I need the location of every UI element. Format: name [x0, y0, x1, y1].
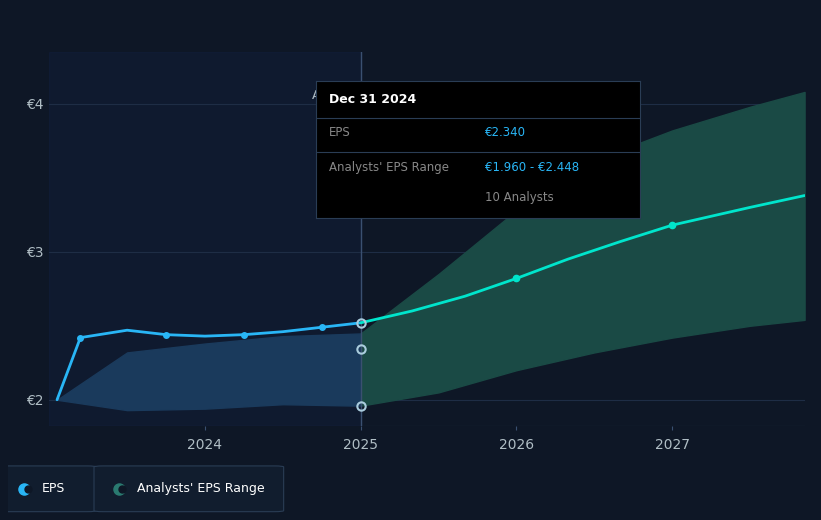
FancyBboxPatch shape: [0, 466, 96, 512]
Text: EPS: EPS: [329, 126, 351, 139]
Text: €1.960 - €2.448: €1.960 - €2.448: [484, 161, 579, 174]
Text: €2.340: €2.340: [484, 126, 525, 139]
Text: EPS: EPS: [42, 483, 66, 495]
Text: Analysts' EPS Range: Analysts' EPS Range: [137, 483, 264, 495]
Bar: [49, 52, 360, 426]
Text: Analysts Forecasts: Analysts Forecasts: [370, 89, 487, 102]
Text: Actual: Actual: [312, 89, 351, 102]
FancyBboxPatch shape: [94, 466, 284, 512]
Text: Analysts' EPS Range: Analysts' EPS Range: [329, 161, 449, 174]
Text: 10 Analysts: 10 Analysts: [484, 191, 553, 204]
Text: Dec 31 2024: Dec 31 2024: [329, 93, 416, 106]
